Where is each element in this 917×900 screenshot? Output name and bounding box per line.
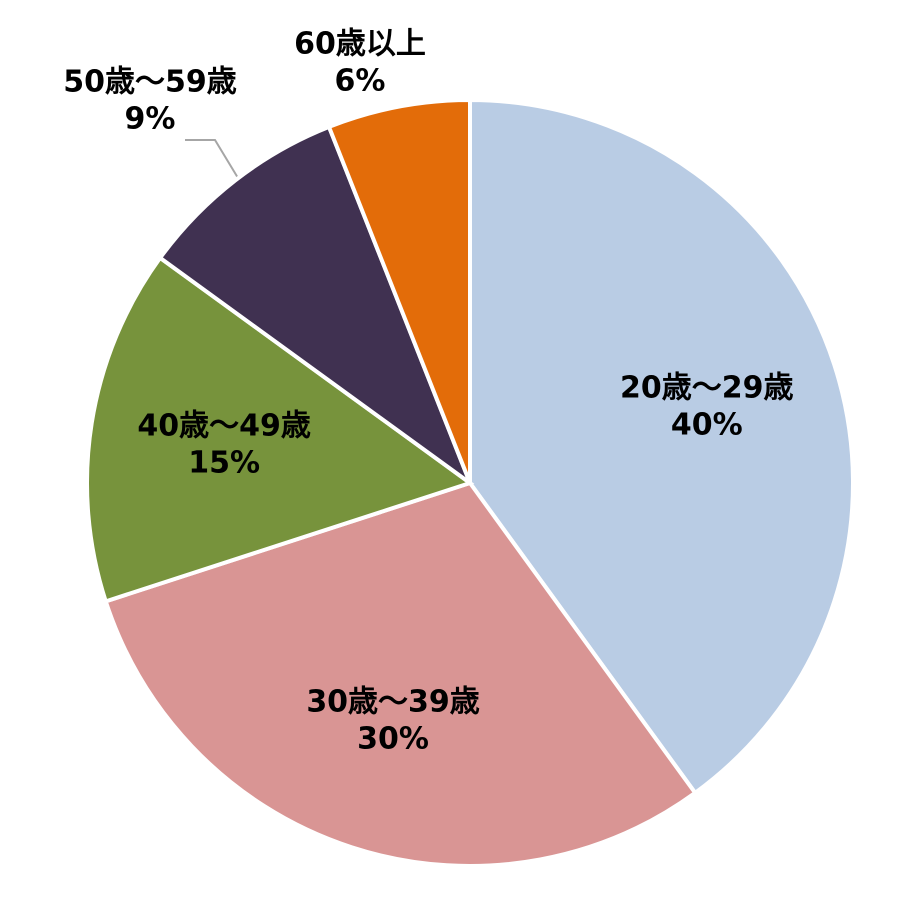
slice-category-label: 50歳～59歳 [63, 65, 237, 100]
slice-value-label: 9% [125, 102, 176, 137]
pie-slice [326, 97, 472, 484]
pie-slice [103, 480, 698, 869]
pie-slice [157, 124, 475, 489]
slice-value-label: 6% [335, 64, 386, 99]
slice-category-label: 20歳～29歳 [620, 371, 794, 406]
slice-value-label: 30% [357, 721, 429, 756]
slice-value-label: 40% [671, 408, 743, 443]
pie-slice [85, 255, 475, 604]
pie-slice [468, 97, 855, 796]
slice-category-label: 30歳～39歳 [306, 684, 480, 719]
slice-category-label: 40歳～49歳 [137, 409, 311, 444]
leader-line [185, 139, 239, 179]
slice-value-label: 15% [188, 446, 260, 481]
slice-category-label: 60歳以上 [294, 27, 426, 62]
